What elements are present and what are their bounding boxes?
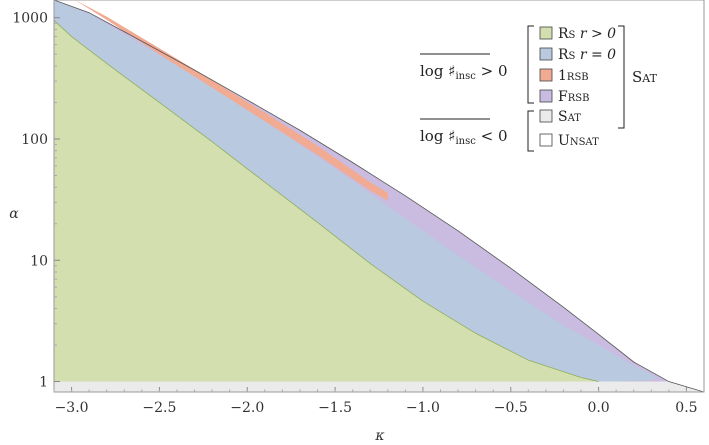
legend-swatch (539, 47, 553, 61)
legend-item: RS r > 0 (539, 26, 616, 42)
legend-item: UNSAT (539, 133, 599, 149)
legend-swatch (539, 89, 553, 103)
y-axis-title: α (9, 206, 19, 222)
x-tick-label: −3.0 (55, 400, 89, 416)
y-tick-label: 100 (21, 132, 48, 148)
rs-positive-region (54, 20, 599, 382)
x-tick-label: −2.0 (230, 400, 264, 416)
legend-item: RS r = 0 (539, 47, 616, 63)
y-tick-label: 1 (39, 375, 48, 391)
sat-bracket-label: SAT (632, 68, 658, 86)
x-tick-label: 0.5 (675, 400, 697, 416)
sat-unsat-boundary-line (54, 0, 704, 392)
legend-label: RS r = 0 (558, 47, 616, 63)
legend-label: 1RSB (558, 68, 589, 84)
plot-frame (53, 0, 705, 393)
y-tick-label: 10 (30, 253, 48, 269)
one-rsb-region (75, 0, 388, 201)
legend-item: FRSB (539, 89, 589, 105)
legend-label: UNSAT (558, 133, 599, 149)
legend-group-label: log ♯insc < 0 (420, 127, 508, 147)
sat-right-bracket (618, 25, 625, 129)
legend-label: FRSB (558, 89, 589, 105)
rs-positive-boundary-line (54, 20, 599, 382)
legend-group-negative: log ♯insc < 0 (420, 110, 534, 152)
x-tick-label: −1.5 (318, 400, 352, 416)
y-tick-label: 1000 (12, 11, 48, 27)
legend-swatch (539, 133, 553, 147)
legend-group-label: log ♯insc > 0 (420, 62, 508, 82)
y-axis: 1 10 100 1000 (12, 11, 60, 391)
legend-swatch (539, 26, 553, 40)
x-tick-label: 0.0 (587, 400, 609, 416)
legend-swatch (539, 109, 553, 123)
left-bracket (527, 25, 534, 104)
x-tick-label: −2.5 (142, 400, 176, 416)
legend: log ♯insc > 0 log ♯insc < 0 RS r > 0 RS r… (420, 25, 658, 152)
x-tick-label: −1.0 (406, 400, 440, 416)
legend-label: RS r > 0 (558, 26, 616, 42)
legend-swatch (539, 68, 553, 82)
x-axis: −3.0 −2.5 −2.0 −1.5 −1.0 −0.5 0.0 0.5 (53, 387, 698, 416)
left-bracket (527, 110, 534, 152)
x-axis-title: κ (374, 428, 384, 444)
legend-item: 1RSB (539, 68, 589, 84)
legend-group-positive: log ♯insc > 0 (420, 25, 534, 104)
legend-label: SAT (558, 109, 581, 125)
x-tick-label: −0.5 (494, 400, 528, 416)
legend-item: SAT (539, 109, 581, 125)
